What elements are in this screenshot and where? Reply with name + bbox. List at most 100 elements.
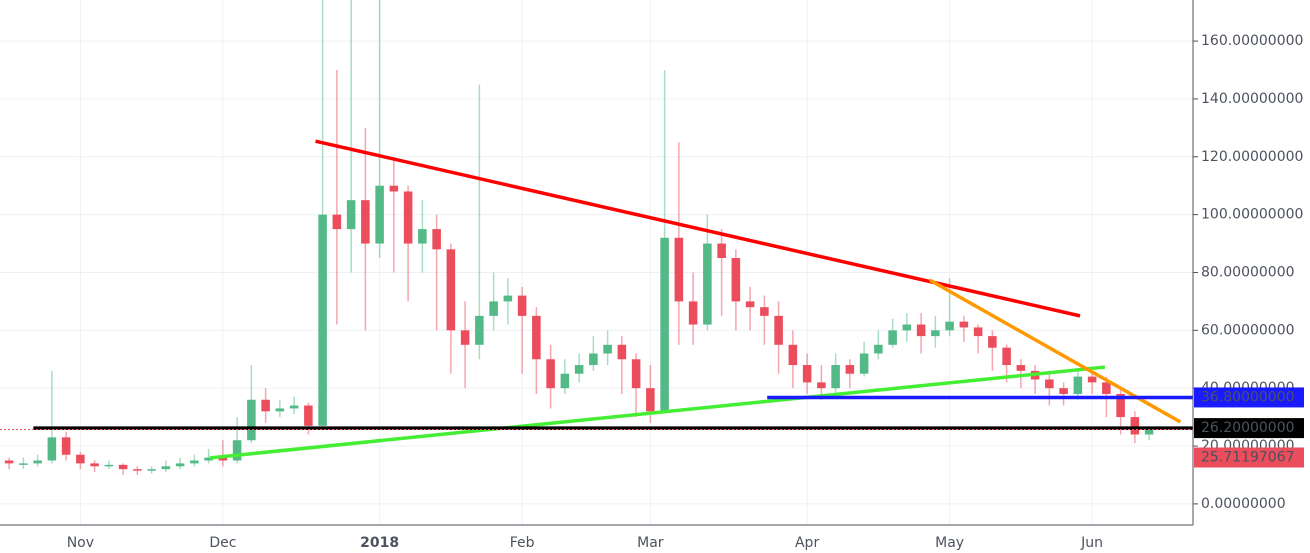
candle-body: [346, 200, 356, 230]
candle-body: [1073, 376, 1083, 394]
candle-body: [1144, 429, 1154, 435]
candle-body: [959, 321, 969, 328]
trend-line: [928, 278, 1182, 424]
price-label: 36.80000000: [1201, 389, 1295, 405]
y-tick-label: 0.00000000: [1201, 496, 1286, 512]
candle-body: [289, 405, 299, 409]
candle-body: [589, 353, 598, 366]
candle-body: [817, 382, 826, 389]
candle-body: [47, 437, 57, 461]
candle-body: [489, 301, 498, 316]
candle-body: [218, 457, 228, 461]
candle-body: [888, 330, 897, 345]
candle-body: [76, 454, 85, 464]
x-tick-label: Feb: [510, 535, 535, 551]
candle-body: [945, 321, 954, 331]
candle-body: [688, 301, 698, 325]
candle-body: [204, 457, 213, 461]
candle-body: [90, 463, 99, 467]
candle-body: [1130, 417, 1140, 435]
candle-body: [1059, 388, 1068, 394]
x-tick-label: Mar: [637, 535, 664, 551]
candle-body: [546, 359, 555, 389]
candle-body: [133, 469, 142, 471]
candle-body: [118, 464, 128, 470]
candle-body: [674, 237, 684, 302]
trend-line: [315, 139, 1081, 318]
candle-body: [418, 229, 427, 244]
candle-body: [859, 353, 869, 374]
candle-body: [517, 295, 527, 316]
candle-body: [304, 405, 313, 426]
candle-body: [361, 200, 370, 244]
candle-body: [831, 365, 840, 389]
y-tick-label: 100.00000000: [1201, 207, 1303, 223]
candle-body: [931, 330, 940, 337]
candle-body: [731, 258, 741, 302]
candle-body: [603, 344, 612, 354]
candle-body: [703, 243, 712, 325]
x-tick-label: Jun: [1080, 535, 1103, 551]
candle-body: [1045, 379, 1054, 389]
candle-body: [104, 464, 114, 467]
candle-body: [161, 466, 171, 470]
candle-body: [403, 191, 413, 244]
candle-body: [175, 463, 185, 467]
plot-area: [0, 0, 1193, 475]
candle-body: [717, 243, 726, 259]
candle-body: [532, 315, 541, 360]
x-tick-label: Dec: [209, 535, 236, 551]
y-tick-label: 160.00000000: [1201, 33, 1303, 49]
candle-body: [33, 460, 42, 464]
x-tick-label: Nov: [67, 535, 94, 551]
grid: [0, 0, 1193, 525]
price-label-box: [1194, 418, 1304, 439]
candle-body: [788, 344, 798, 366]
candle-body: [760, 307, 769, 316]
candle-body: [147, 469, 156, 471]
candle-body: [275, 408, 285, 412]
candle-body: [446, 249, 456, 331]
candle-body: [503, 295, 513, 302]
price-label: 25.71197067: [1201, 450, 1295, 466]
candle-body: [574, 365, 584, 374]
price-label-box: [1194, 447, 1304, 468]
candle-body: [973, 327, 983, 337]
price-label-box: [1194, 387, 1304, 408]
candle-body: [432, 229, 441, 250]
candle-body: [61, 437, 71, 455]
candle-body: [1102, 382, 1111, 394]
candle-body: [318, 214, 327, 426]
candle-body: [874, 344, 883, 354]
x-tick-label: May: [935, 535, 964, 551]
candle-body: [475, 315, 484, 345]
candle-body: [617, 344, 627, 360]
candle-body: [560, 373, 570, 389]
candle-body: [774, 315, 783, 345]
candle-body: [631, 359, 641, 389]
candle-body: [19, 463, 28, 465]
candle-body: [1087, 376, 1097, 383]
candle-body: [1016, 365, 1026, 371]
trend-line: [209, 365, 1106, 460]
candle-body: [261, 399, 270, 412]
candle-body: [802, 365, 812, 383]
candle-body: [646, 388, 655, 412]
y-tick-label: 140.00000000: [1201, 91, 1303, 107]
price-label: 26.20000000: [1201, 420, 1295, 436]
candle-body: [332, 214, 342, 230]
candle-body: [845, 365, 855, 374]
candle-body: [988, 336, 997, 348]
candle-body: [660, 237, 669, 412]
x-tick-label: 2018: [360, 535, 399, 551]
candle-body: [389, 185, 399, 192]
x-tick-label: Apr: [795, 535, 819, 551]
y-tick-label: 60.00000000: [1201, 322, 1295, 338]
y-tick-label: 120.00000000: [1201, 149, 1303, 165]
candle-body: [745, 301, 755, 308]
candle-body: [232, 440, 242, 461]
candle-body: [1116, 393, 1125, 418]
candle-body: [902, 324, 912, 331]
